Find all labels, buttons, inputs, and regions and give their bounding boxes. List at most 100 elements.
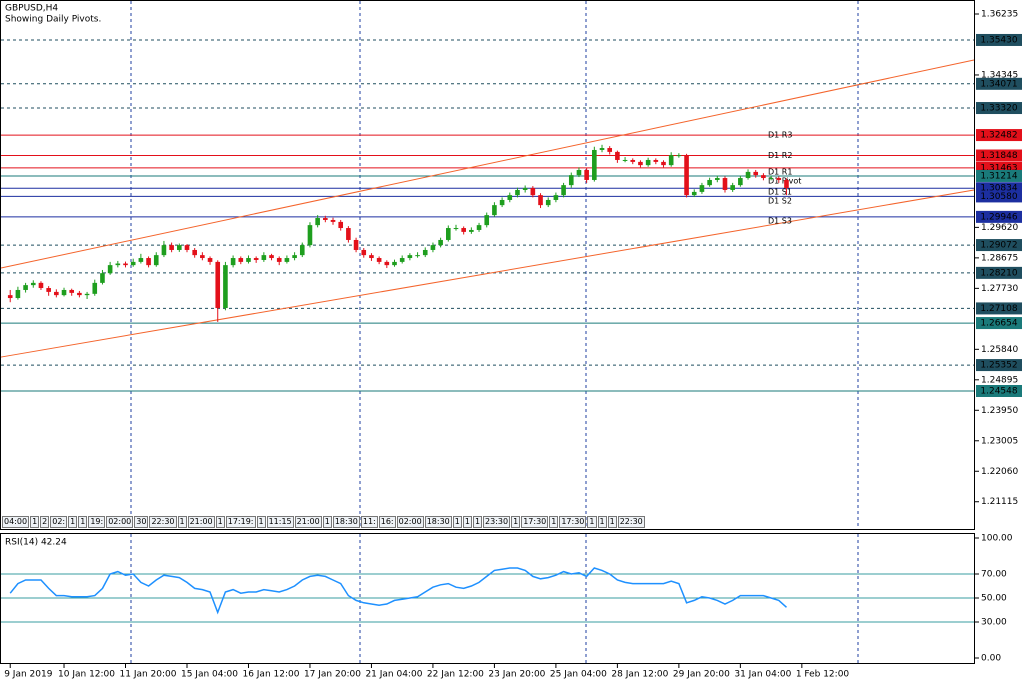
pivot-label: D1 R1 <box>768 167 792 176</box>
candle-body <box>453 228 459 230</box>
candle-body <box>369 255 374 259</box>
time-tag: 1 <box>215 516 225 528</box>
level-label: 1.28210 <box>980 268 1017 278</box>
candle-body <box>299 245 305 256</box>
candle-body <box>38 282 44 289</box>
candle-body <box>415 255 420 257</box>
pivot-label: D1 R2 <box>768 151 792 160</box>
x-tick-label: 28 Jan 12:00 <box>611 670 668 680</box>
candle-body <box>376 258 382 262</box>
y-tick-label: 1.21115 <box>981 497 1018 507</box>
y-tick-label: 1.23005 <box>981 436 1018 446</box>
candle-body <box>745 171 751 179</box>
main-panel <box>0 0 975 530</box>
candle-body <box>123 263 128 266</box>
time-tag: 17:30 <box>559 516 587 528</box>
candle-body <box>615 151 620 160</box>
x-tick-label: 16 Jan 12:00 <box>242 670 299 680</box>
candle-body <box>768 178 774 180</box>
level-tag <box>976 102 1022 115</box>
candle-body <box>407 255 413 259</box>
level-label: 1.32482 <box>980 131 1017 141</box>
level-label: 1.25352 <box>980 361 1017 371</box>
y-tick-label: 1.24895 <box>981 375 1018 385</box>
level-label: 1.27108 <box>980 304 1017 314</box>
candle-body <box>215 261 221 309</box>
pivot-label: D1 S3 <box>768 216 792 225</box>
candle-body <box>69 289 75 293</box>
candle-body <box>576 169 582 176</box>
candle-body <box>253 258 259 260</box>
candle-body <box>246 258 251 262</box>
candle-body <box>238 258 244 262</box>
candle-body <box>761 175 766 179</box>
level-label: 1.31848 <box>980 151 1017 161</box>
candle-body <box>753 171 759 176</box>
time-tag: 1 <box>256 516 266 528</box>
candle-body <box>553 195 559 200</box>
level-label: 1.29946 <box>980 212 1017 222</box>
level-tag <box>976 385 1022 397</box>
candle-body <box>422 249 428 256</box>
time-tag: 02:00 <box>396 516 424 528</box>
level-tag <box>976 33 1022 46</box>
candle-body <box>461 228 466 232</box>
candle-body <box>338 221 344 229</box>
candle-body <box>276 258 282 262</box>
candle-body <box>200 255 205 259</box>
candle-body <box>561 185 566 196</box>
candle-body <box>707 179 712 186</box>
time-tag: 2 <box>40 516 50 528</box>
time-tag: 1 <box>30 516 40 528</box>
candle-body <box>192 249 197 256</box>
x-tick-label: 31 Jan 04:00 <box>734 670 791 680</box>
candle-body <box>84 293 90 296</box>
candle-body <box>92 282 98 294</box>
candle-body <box>153 255 159 266</box>
x-tick-label: 22 Jan 12:00 <box>427 670 484 680</box>
candle-body <box>384 261 390 266</box>
candle-body <box>146 258 151 266</box>
candle-body <box>284 258 290 262</box>
time-tags: 04:00 1 2 02: 1 1 19: 02:00 30 22:30 1 21:00 1 17:19:… <box>2 516 646 528</box>
y-tick-label: 70.00 <box>981 570 1007 580</box>
x-tick-label: 25 Jan 04:00 <box>550 670 607 680</box>
candle-body <box>507 195 513 200</box>
y-tick-label: 50.00 <box>981 594 1007 604</box>
time-tag: 16: <box>378 516 396 528</box>
level-label: 1.33320 <box>980 104 1017 114</box>
candle-body <box>599 148 605 150</box>
time-tag: 17:30 <box>521 516 549 528</box>
level-label: 1.30834 <box>980 184 1017 194</box>
candle-body <box>430 245 436 250</box>
time-tag: 1 <box>452 516 462 528</box>
time-tag: 02: <box>50 516 68 528</box>
candle-body <box>361 249 367 256</box>
time-tag: 11: <box>360 516 378 528</box>
candle-body <box>545 199 551 206</box>
y-tick-label: 0.00 <box>981 654 1001 664</box>
candle-body <box>292 255 297 259</box>
y-tick-label: 1.34345 <box>981 70 1018 80</box>
time-tag: 1 <box>549 516 559 528</box>
candle-body <box>568 175 574 186</box>
level-tag <box>976 190 1022 203</box>
time-tag: 04:00 <box>2 516 30 528</box>
candle-body <box>522 188 528 190</box>
candle-body <box>784 179 789 189</box>
time-tag: 30 <box>134 516 149 528</box>
candle-body <box>169 245 174 250</box>
candle-body <box>438 239 443 246</box>
candle-body <box>46 288 51 292</box>
candle-body <box>445 228 451 240</box>
x-tick-label: 17 Jan 20:00 <box>304 670 361 680</box>
pivot-label: D1 R3 <box>768 131 792 140</box>
candle-body <box>7 295 13 299</box>
time-tag: 11:15 <box>266 516 294 528</box>
candle-body <box>484 215 490 226</box>
candle-body <box>77 292 82 296</box>
candle-body <box>115 263 121 266</box>
time-tag: 1 <box>597 516 607 528</box>
candle-body <box>23 285 28 290</box>
candle-body <box>676 155 682 157</box>
